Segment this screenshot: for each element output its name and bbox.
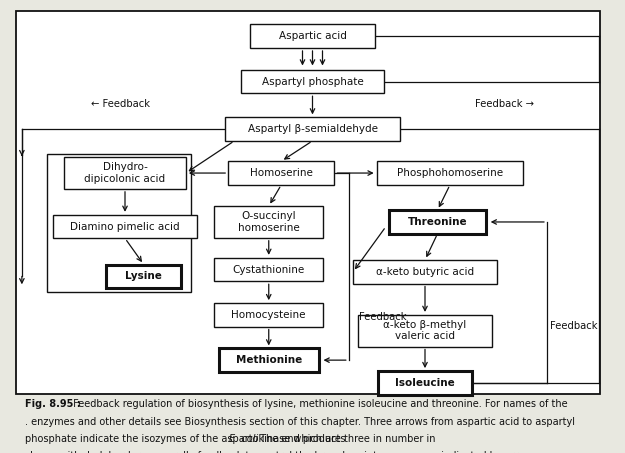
FancyBboxPatch shape bbox=[378, 371, 472, 395]
FancyBboxPatch shape bbox=[225, 117, 400, 141]
Text: Fig. 8.95 :: Fig. 8.95 : bbox=[25, 399, 81, 409]
Text: Feedback →: Feedback → bbox=[475, 99, 534, 109]
Text: Isoleucine: Isoleucine bbox=[395, 378, 455, 388]
Text: Homocysteine: Homocysteine bbox=[231, 310, 306, 320]
FancyBboxPatch shape bbox=[228, 161, 334, 185]
FancyBboxPatch shape bbox=[16, 11, 600, 394]
FancyBboxPatch shape bbox=[106, 265, 181, 288]
FancyBboxPatch shape bbox=[214, 258, 324, 281]
FancyBboxPatch shape bbox=[214, 206, 324, 238]
FancyBboxPatch shape bbox=[353, 260, 497, 284]
FancyBboxPatch shape bbox=[219, 348, 319, 372]
Text: Aspartyl phosphate: Aspartyl phosphate bbox=[262, 77, 363, 87]
Text: Diamino pimelic acid: Diamino pimelic acid bbox=[70, 222, 180, 231]
Text: Feedback: Feedback bbox=[359, 312, 407, 322]
Text: Phosphohomoserine: Phosphohomoserine bbox=[397, 168, 503, 178]
Text: ← Feedback: ← Feedback bbox=[91, 99, 149, 109]
Text: Dihydro-
dipicolonic acid: Dihydro- dipicolonic acid bbox=[84, 162, 166, 184]
Text: α-keto butyric acid: α-keto butyric acid bbox=[376, 267, 474, 277]
Text: Homoserine: Homoserine bbox=[250, 168, 312, 178]
FancyBboxPatch shape bbox=[357, 315, 492, 347]
Text: Feedback regulation of biosynthesis of lysine, methionine isoleucine and threoni: Feedback regulation of biosynthesis of l… bbox=[70, 399, 568, 409]
Text: Aspartyl β-semialdehyde: Aspartyl β-semialdehyde bbox=[248, 124, 378, 134]
Text: α-keto β-methyl
valeric acid: α-keto β-methyl valeric acid bbox=[383, 320, 467, 342]
Text: phosphate indicate the isozymes of the aspartokinase which are three in number i: phosphate indicate the isozymes of the a… bbox=[25, 434, 439, 444]
Text: Threonine: Threonine bbox=[408, 217, 468, 227]
Text: Aspartic acid: Aspartic acid bbox=[279, 31, 346, 41]
Text: Methionine: Methionine bbox=[236, 355, 302, 365]
FancyBboxPatch shape bbox=[250, 24, 375, 48]
Text: shown with dark borders generally feedback to control the branch-point enzymes a: shown with dark borders generally feedba… bbox=[25, 451, 538, 453]
FancyBboxPatch shape bbox=[64, 157, 186, 189]
FancyBboxPatch shape bbox=[53, 215, 197, 238]
Text: O-succinyl
homoserine: O-succinyl homoserine bbox=[238, 211, 299, 233]
Text: Lysine: Lysine bbox=[125, 271, 162, 281]
FancyBboxPatch shape bbox=[389, 210, 486, 234]
Text: . The end products: . The end products bbox=[254, 434, 346, 444]
FancyBboxPatch shape bbox=[376, 161, 524, 185]
Text: Feedback: Feedback bbox=[550, 321, 598, 331]
Text: E. coli: E. coli bbox=[229, 434, 258, 444]
Text: Cystathionine: Cystathionine bbox=[232, 265, 305, 275]
Text: . enzymes and other details see Biosynthesis section of this chapter. Three arro: . enzymes and other details see Biosynth… bbox=[25, 417, 575, 427]
FancyBboxPatch shape bbox=[214, 303, 324, 327]
FancyBboxPatch shape bbox=[241, 70, 384, 93]
